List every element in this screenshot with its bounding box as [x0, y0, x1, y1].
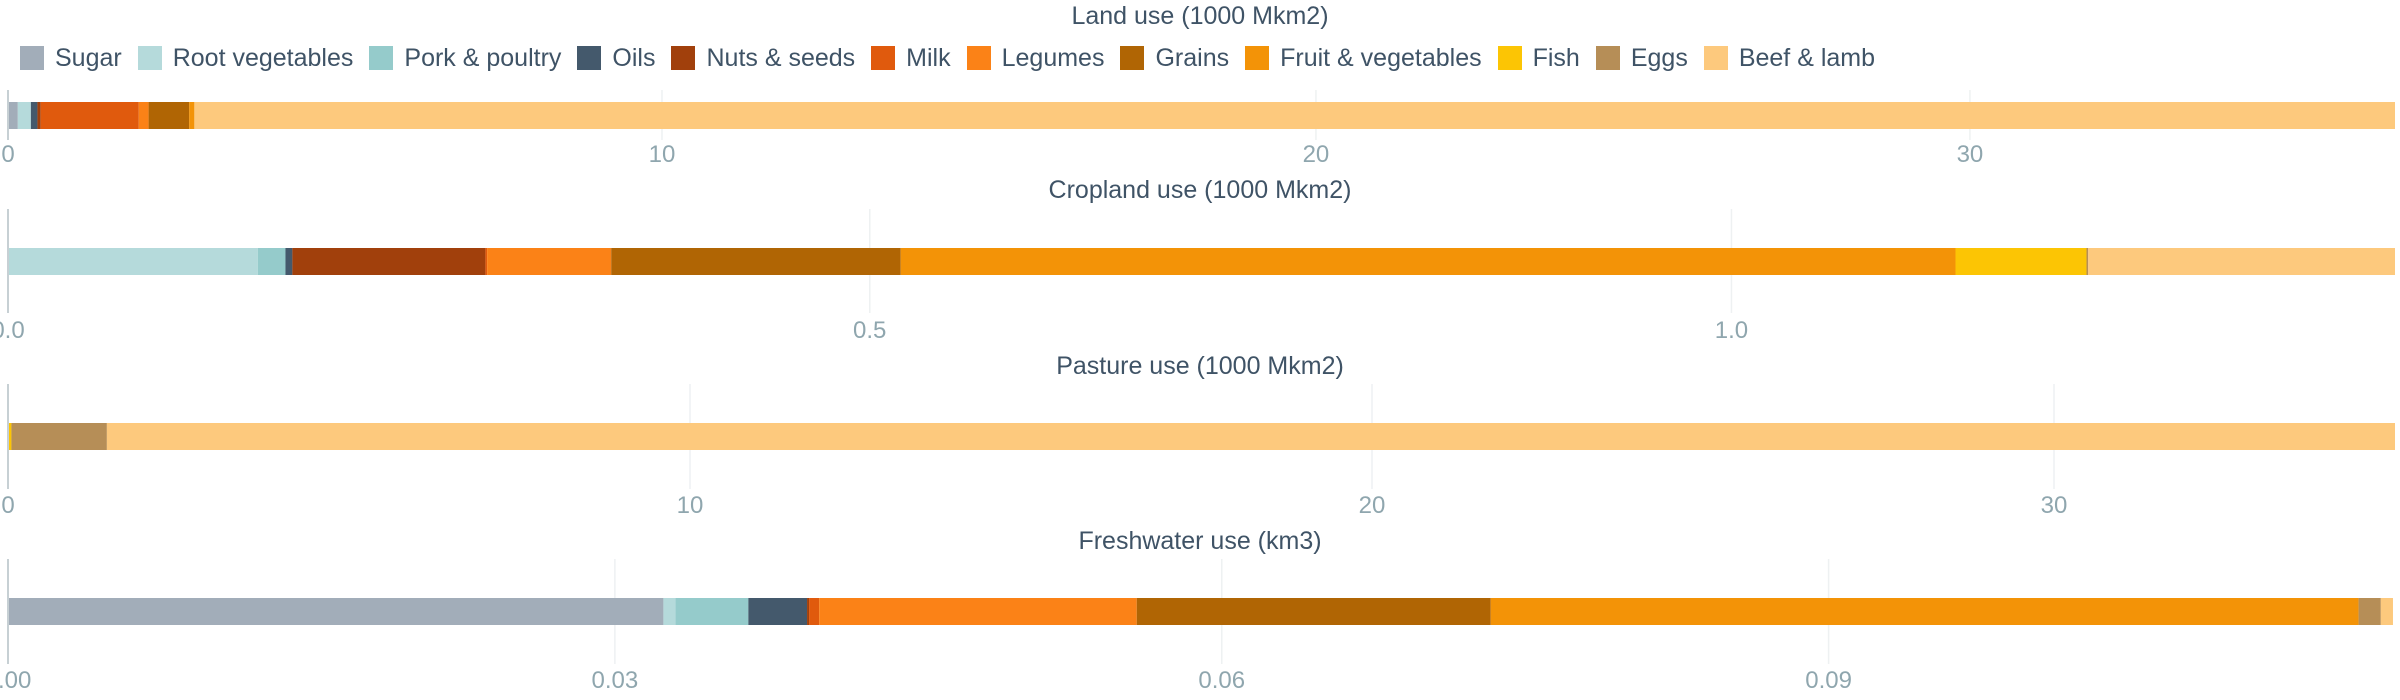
legend-label: Oils: [612, 43, 656, 72]
legend-label: Fruit & vegetables: [1280, 43, 1482, 72]
bar-segment-milk[interactable]: [40, 102, 139, 129]
legend-item-beef-and-lamb[interactable]: Beef & lamb: [1703, 43, 1876, 73]
bar-segment-beef-and-lamb[interactable]: [106, 423, 2396, 450]
legend-swatch: [137, 46, 162, 70]
legend-swatch: [1595, 46, 1620, 70]
tick-label: 0.09: [1805, 667, 1852, 694]
tick-label: 0.00: [0, 667, 31, 694]
bar-segment-beef-and-lamb[interactable]: [194, 102, 2396, 129]
bar-segment-fruit-and-vegetables[interactable]: [900, 248, 1956, 275]
legend-label: Pork & poultry: [404, 43, 562, 72]
bar-segment-legumes[interactable]: [819, 598, 1137, 625]
tick-label: 0: [1, 141, 14, 168]
legend-item-nuts-and-seeds[interactable]: Nuts & seeds: [671, 44, 855, 73]
legend-label: Grains: [1155, 43, 1230, 72]
bar-segment-legumes[interactable]: [487, 248, 612, 275]
tick-label: 30: [2041, 492, 2068, 519]
legend-swatch: [20, 46, 44, 70]
chart-title: Cropland use (1000 Mkm2): [1049, 176, 1352, 204]
bar-segment-pork-and-poultry[interactable]: [257, 248, 286, 275]
legend-item-oils[interactable]: Oils: [577, 44, 655, 73]
bar-segment-fish[interactable]: [1955, 248, 2087, 275]
legend-label: Root vegetables: [172, 43, 354, 72]
bar-segment-eggs[interactable]: [2358, 598, 2381, 625]
tick-label: 20: [1359, 492, 1386, 519]
bar-segment-oils[interactable]: [285, 248, 293, 275]
legend-item-milk[interactable]: Milk: [871, 43, 951, 73]
bar-segment-nuts-and-seeds[interactable]: [37, 102, 41, 129]
legend-item-pork-and-poultry[interactable]: Pork & poultry: [369, 44, 561, 73]
legend-label: Sugar: [55, 43, 122, 72]
bar-segment-grains[interactable]: [611, 248, 901, 275]
chart-title: Freshwater use (km3): [1078, 527, 1321, 555]
bar-segment-fish[interactable]: [8, 423, 12, 450]
tick-label: 30: [1957, 141, 1984, 168]
chart-panel-pasture-use-1000-mkm2: Pasture use (1000 Mkm2) 0 10 20 30: [1, 352, 2396, 519]
legend-swatch: [1703, 46, 1728, 70]
legend-label: Eggs: [1630, 43, 1688, 72]
tick-label: 0.06: [1198, 667, 1245, 694]
tick-label: 0.0: [0, 317, 25, 344]
legend-item-fish[interactable]: Fish: [1497, 43, 1580, 73]
legend-label: Legumes: [1001, 43, 1105, 72]
chart-panel-freshwater-use-km3: Freshwater use (km3) 0.00 0.03 0.06 0.09: [0, 527, 2393, 694]
bar-segment-sugar[interactable]: [8, 102, 18, 129]
legend-item-fruit-and-vegetables[interactable]: Fruit & vegetables: [1245, 44, 1482, 73]
bar-segment-grains[interactable]: [148, 102, 190, 129]
bar-segment-sugar[interactable]: [8, 598, 664, 625]
legend-item-root-vegetables[interactable]: Root vegetables: [137, 43, 354, 73]
bar-segment-oils[interactable]: [748, 598, 808, 625]
bar-segment-milk[interactable]: [809, 598, 820, 625]
bar-segment-fruit-and-vegetables[interactable]: [189, 102, 195, 129]
legend-swatch: [671, 46, 696, 70]
tick-label: 20: [1303, 141, 1330, 168]
legend-swatch: [871, 46, 896, 70]
bar-segment-milk[interactable]: [485, 248, 488, 275]
bar-segment-root-vegetables[interactable]: [17, 102, 31, 129]
legend-item-eggs[interactable]: Eggs: [1595, 43, 1688, 73]
legend-item-grains[interactable]: Grains: [1120, 44, 1229, 73]
tick-label: 10: [677, 492, 704, 519]
bar-segment-nuts-and-seeds[interactable]: [807, 598, 810, 625]
bar-segment-grains[interactable]: [1136, 598, 1491, 625]
legend-item-legumes[interactable]: Legumes: [966, 43, 1105, 73]
tick-label: 0: [1, 492, 14, 519]
chart-panel-cropland-use-1000-mkm2: Cropland use (1000 Mkm2) 0.0 0.5 1.0: [0, 176, 2395, 344]
legend-label: Fish: [1532, 43, 1580, 72]
legend-swatch: [1120, 46, 1145, 70]
tick-label: 10: [649, 141, 676, 168]
tick-label: 1.0: [1715, 317, 1748, 344]
chart-legend: Sugar Root vegetables Pork & poultry Oils Nu…: [20, 42, 1891, 74]
bar-segment-eggs[interactable]: [11, 423, 107, 450]
legend-swatch: [577, 46, 602, 70]
legend-label: Milk: [906, 43, 951, 72]
legend-swatch: [369, 46, 394, 70]
legend-swatch: [966, 46, 991, 70]
bar-segment-root-vegetables[interactable]: [8, 248, 258, 275]
bar-segment-legumes[interactable]: [138, 102, 149, 129]
chart-title: Pasture use (1000 Mkm2): [1056, 352, 1344, 380]
bar-segment-pork-and-poultry[interactable]: [675, 598, 749, 625]
tick-label: 0.5: [853, 317, 886, 344]
bar-segment-oils[interactable]: [30, 102, 38, 129]
bar-segment-root-vegetables[interactable]: [663, 598, 676, 625]
legend-swatch: [1245, 46, 1270, 70]
legend-item-sugar[interactable]: Sugar: [20, 44, 122, 73]
legend-swatch: [1497, 46, 1522, 70]
tick-label: 0.03: [592, 667, 639, 694]
legend-label: Nuts & seeds: [706, 43, 856, 72]
legend-label: Beef & lamb: [1738, 43, 1876, 72]
chart-panel-land-use-1000-mkm2: Land use (1000 Mkm2) 0 10 20 30: [1, 2, 2396, 168]
bar-segment-nuts-and-seeds[interactable]: [292, 248, 486, 275]
bar-segment-eggs[interactable]: [2086, 248, 2089, 275]
chart-title: Land use (1000 Mkm2): [1071, 2, 1328, 30]
bar-segment-beef-and-lamb[interactable]: [2088, 248, 2395, 275]
bar-segment-fruit-and-vegetables[interactable]: [1490, 598, 2359, 625]
bar-segment-beef-and-lamb[interactable]: [2380, 598, 2393, 625]
